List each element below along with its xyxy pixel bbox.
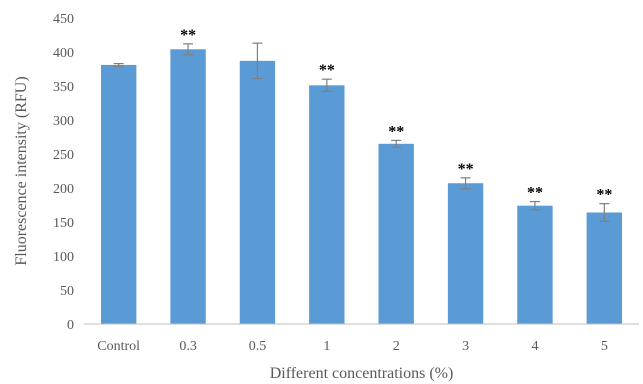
x-axis-title: Different concentrations (%): [270, 365, 454, 382]
x-tick-label: 2: [393, 339, 400, 354]
y-tick-label: 350: [53, 80, 74, 95]
error-bar: [460, 177, 471, 190]
y-tick-label: 200: [53, 182, 74, 197]
x-tick-label: 4: [531, 339, 538, 354]
y-axis-title: Fluorescence intensity (RFU): [13, 76, 30, 265]
y-axis-ticks: 0 50 100 150 200 250 300 350 400 450: [53, 12, 74, 333]
y-tick-label: 450: [53, 12, 74, 27]
significance-markers: ** ** ** ** ** **: [180, 27, 612, 204]
error-bar: [113, 62, 124, 67]
significance-label: **: [596, 187, 612, 204]
significance-label: **: [319, 62, 335, 79]
y-tick-label: 400: [53, 46, 74, 61]
significance-label: **: [388, 123, 404, 140]
significance-label: **: [527, 185, 543, 202]
error-bar: [599, 203, 610, 222]
y-tick-label: 250: [53, 148, 74, 163]
x-axis-ticks: Control 0.3 0.5 1 2 3 4 5: [97, 339, 608, 354]
error-bar: [391, 139, 402, 148]
bar: [447, 183, 484, 324]
x-tick-label: 1: [323, 339, 330, 354]
x-tick-label: Control: [97, 339, 140, 354]
bar: [100, 64, 137, 325]
x-tick-label: 0.5: [249, 339, 267, 354]
error-bar: [321, 78, 332, 93]
y-tick-label: 300: [53, 114, 74, 129]
significance-label: **: [458, 161, 474, 178]
bar: [170, 49, 206, 324]
bar: [517, 205, 553, 324]
bar: [309, 85, 345, 324]
y-tick-label: 0: [67, 318, 74, 333]
x-tick-label: 0.3: [179, 339, 197, 354]
error-bar: [183, 43, 194, 56]
bar: [586, 212, 623, 324]
y-tick-label: 100: [53, 250, 74, 265]
y-tick-label: 50: [60, 284, 74, 299]
bars: [100, 49, 623, 325]
y-tick-label: 150: [53, 216, 74, 231]
error-bar: [529, 201, 540, 211]
x-tick-label: 5: [601, 339, 608, 354]
x-tick-label: 3: [462, 339, 469, 354]
error-bar: [252, 42, 263, 80]
bar: [239, 60, 276, 325]
bar: [378, 143, 414, 324]
error-bars: [113, 42, 610, 222]
significance-label: **: [180, 27, 196, 44]
